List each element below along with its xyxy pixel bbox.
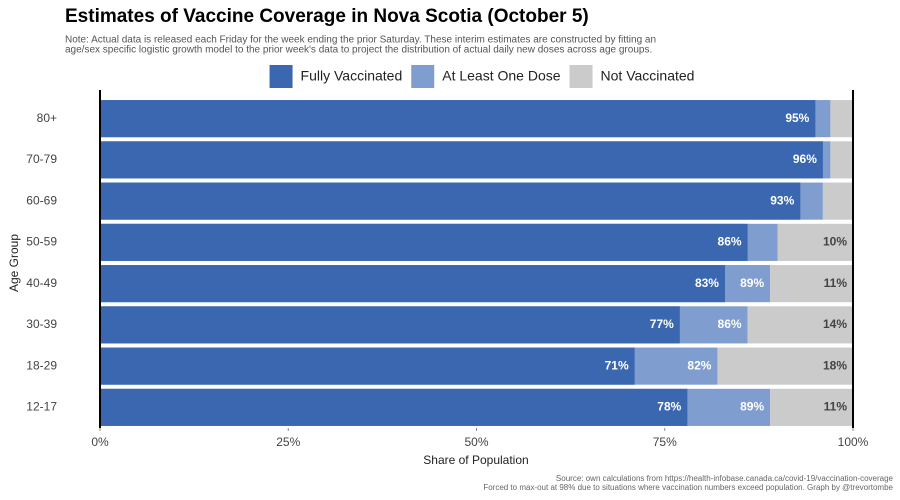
bar [830,141,853,179]
x-axis-title: Share of Population [423,453,528,467]
bar [100,306,680,344]
legend-label: Fully Vaccinated [301,68,403,84]
data-label: 18% [823,358,847,372]
data-label: 86% [718,235,742,249]
legend: Fully Vaccinated At Least One Dose Not Vac… [269,65,695,88]
data-label: 14% [823,317,847,331]
bar [100,388,688,426]
y-tick-label: 30-39 [26,317,57,331]
y-axis-title: Age Group [7,234,21,292]
legend-swatch [569,65,593,88]
data-label: 77% [650,317,674,331]
data-label: 93% [770,193,794,207]
legend-swatch [269,65,293,88]
bar [100,182,801,220]
bar [717,347,853,385]
y-tick-label: 50-59 [26,235,57,249]
data-label: 82% [687,358,711,372]
y-tick-label: 60-69 [26,193,57,207]
y-tick-label: 40-49 [26,276,57,290]
bar [770,388,853,426]
legend-label: At Least One Dose [442,68,561,84]
y-tick-label: 12-17 [26,400,57,414]
data-label: 89% [740,400,764,414]
bar [822,182,853,220]
bar [777,223,853,261]
bar [830,100,853,138]
data-label: 11% [824,400,848,414]
bar [747,306,853,344]
source: Source: own calculations from https://he… [556,474,894,483]
y-tick-label: 80+ [37,111,57,125]
note: Note: Actual data is released each Frida… [65,35,656,46]
x-tick-label: 50% [464,435,488,449]
data-label: 83% [695,276,719,290]
note: age/sex specific logistic growth model t… [65,45,652,56]
chart-title: Estimates of Vaccine Coverage in Nova Sc… [65,6,589,27]
data-label: 95% [785,111,809,125]
bar [100,265,725,303]
y-tick-label: 18-29 [26,358,57,372]
data-label: 71% [605,358,629,372]
data-label: 96% [793,152,817,166]
bar [100,223,748,261]
source: Forced to max-out at 98% due to situatio… [483,483,893,492]
data-label: 11% [824,276,848,290]
x-tick-label: 25% [276,435,300,449]
bar [770,265,853,303]
bar [100,347,635,385]
y-tick-label: 70-79 [26,152,57,166]
x-tick-label: 100% [838,435,869,449]
data-label: 86% [718,317,742,331]
legend-swatch [411,65,435,88]
bar [100,100,816,138]
data-label: 89% [740,276,764,290]
data-label: 78% [657,400,681,414]
x-tick-label: 75% [653,435,677,449]
data-label: 10% [823,235,847,249]
bar [100,141,823,179]
x-tick-label: 0% [91,435,109,449]
legend-label: Not Vaccinated [601,68,695,84]
